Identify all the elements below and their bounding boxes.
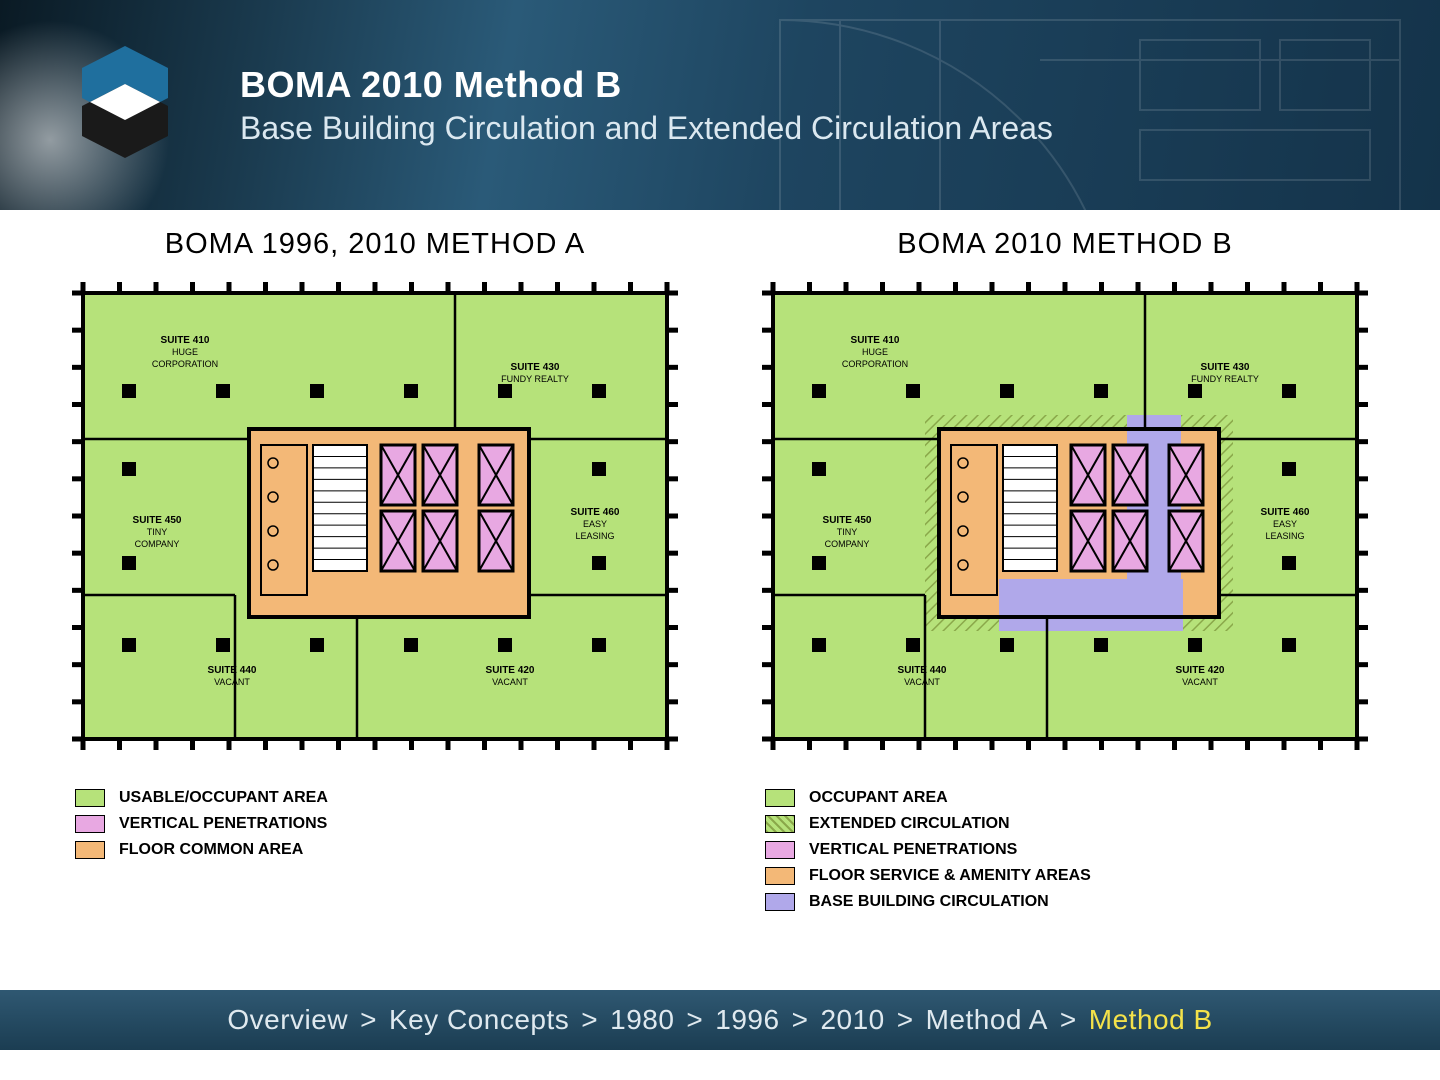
breadcrumb-sep: >: [792, 1004, 809, 1036]
legend-row: OCCUPANT AREA: [765, 789, 1091, 807]
svg-text:SUITE 440: SUITE 440: [208, 665, 257, 676]
svg-text:SUITE 410: SUITE 410: [851, 335, 900, 346]
svg-text:TINY: TINY: [837, 527, 858, 537]
breadcrumb-sep: >: [1060, 1004, 1077, 1036]
legend-row: FLOOR SERVICE & AMENITY AREAS: [765, 867, 1091, 885]
breadcrumb-sep: >: [686, 1004, 703, 1036]
panel-title-a: BOMA 1996, 2010 METHOD A: [165, 228, 586, 261]
svg-text:VACANT: VACANT: [214, 677, 250, 687]
legend-swatch: [75, 789, 105, 807]
svg-text:SUITE 450: SUITE 450: [823, 515, 872, 526]
legend-row: USABLE/OCCUPANT AREA: [75, 789, 328, 807]
svg-text:LEASING: LEASING: [1265, 531, 1304, 541]
legend-row: EXTENDED CIRCULATION: [765, 815, 1091, 833]
svg-text:HUGE: HUGE: [172, 347, 198, 357]
panel-method-b: BOMA 2010 METHOD B SUITE 410HUGE CORPORAT…: [745, 220, 1385, 990]
legend-label: FLOOR SERVICE & AMENITY AREAS: [809, 867, 1091, 885]
svg-text:HUGE: HUGE: [862, 347, 888, 357]
svg-text:VACANT: VACANT: [1182, 677, 1218, 687]
content-area: BOMA 1996, 2010 METHOD A SUITE 410HUGECO…: [0, 210, 1440, 990]
svg-text:CORPORATION: CORPORATION: [842, 359, 908, 369]
legend-row: VERTICAL PENETRATIONS: [75, 815, 328, 833]
svg-text:SUITE 460: SUITE 460: [1261, 507, 1310, 518]
svg-text:TINY: TINY: [147, 527, 168, 537]
legend-label: USABLE/OCCUPANT AREA: [119, 789, 328, 807]
breadcrumb-item[interactable]: Method B: [1089, 1004, 1213, 1036]
breadcrumb-sep: >: [360, 1004, 377, 1036]
legend-label: VERTICAL PENETRATIONS: [809, 841, 1017, 859]
legend-swatch: [765, 867, 795, 885]
legend-swatch: [765, 893, 795, 911]
svg-text:SUITE 440: SUITE 440: [898, 665, 947, 676]
breadcrumb: Overview > Key Concepts >1980 >1996 >2010 > Met…: [0, 990, 1440, 1050]
svg-text:SUITE 410: SUITE 410: [161, 335, 210, 346]
slide-subtitle: Base Building Circulation and Extended C…: [240, 110, 1053, 147]
svg-text:LEASING: LEASING: [575, 531, 614, 541]
boma-logo: [70, 40, 180, 170]
footer-spacer: [0, 1050, 1440, 1080]
floorplan-b: SUITE 410HUGE CORPORATION SUITE 430FUNDY R…: [755, 275, 1375, 775]
floorplan-a: SUITE 410HUGE CORPORATION SUITE 430FUNDY R…: [65, 275, 685, 775]
svg-text:SUITE 430: SUITE 430: [511, 362, 560, 373]
legend-swatch: [765, 815, 795, 833]
svg-text:SUITE 460: SUITE 460: [571, 507, 620, 518]
breadcrumb-item[interactable]: 2010: [820, 1004, 884, 1036]
legend-label: BASE BUILDING CIRCULATION: [809, 893, 1049, 911]
legend-label: OCCUPANT AREA: [809, 789, 948, 807]
svg-text:COMPANY: COMPANY: [135, 539, 180, 549]
svg-text:VACANT: VACANT: [904, 677, 940, 687]
legend-row: FLOOR COMMON AREA: [75, 841, 328, 859]
breadcrumb-item[interactable]: Method A: [926, 1004, 1048, 1036]
svg-text:SUITE 420: SUITE 420: [486, 665, 535, 676]
title-block: BOMA 2010 Method B Base Building Circula…: [240, 64, 1053, 147]
svg-text:VACANT: VACANT: [492, 677, 528, 687]
svg-text:CORPORATION: CORPORATION: [152, 359, 218, 369]
legend-swatch: [765, 841, 795, 859]
svg-text:EASY: EASY: [583, 519, 607, 529]
slide-header: BOMA 2010 Method B Base Building Circula…: [0, 0, 1440, 210]
legend-swatch: [765, 789, 795, 807]
breadcrumb-sep: >: [897, 1004, 914, 1036]
slide-title: BOMA 2010 Method B: [240, 64, 1053, 106]
svg-text:FUNDY REALTY: FUNDY REALTY: [1191, 374, 1259, 384]
svg-text:SUITE 430: SUITE 430: [1201, 362, 1250, 373]
svg-text:FUNDY REALTY: FUNDY REALTY: [501, 374, 569, 384]
svg-text:SUITE 420: SUITE 420: [1176, 665, 1225, 676]
legend-row: VERTICAL PENETRATIONS: [765, 841, 1091, 859]
legend-label: FLOOR COMMON AREA: [119, 841, 303, 859]
panel-title-b: BOMA 2010 METHOD B: [897, 228, 1233, 261]
panel-method-a: BOMA 1996, 2010 METHOD A SUITE 410HUGE CO…: [55, 220, 695, 990]
breadcrumb-sep: >: [581, 1004, 598, 1036]
svg-text:EASY: EASY: [1273, 519, 1297, 529]
breadcrumb-item[interactable]: 1980: [610, 1004, 674, 1036]
svg-text:COMPANY: COMPANY: [825, 539, 870, 549]
legend-b: OCCUPANT AREA EXTENDED CIRCULATION VERTICA…: [765, 789, 1091, 919]
breadcrumb-item[interactable]: Key Concepts: [389, 1004, 569, 1036]
breadcrumb-item[interactable]: 1996: [715, 1004, 779, 1036]
breadcrumb-item[interactable]: Overview: [227, 1004, 348, 1036]
legend-swatch: [75, 841, 105, 859]
svg-text:SUITE 450: SUITE 450: [133, 515, 182, 526]
legend-a: USABLE/OCCUPANT AREA VERTICAL PENETRATION…: [75, 789, 328, 867]
legend-label: EXTENDED CIRCULATION: [809, 815, 1010, 833]
legend-label: VERTICAL PENETRATIONS: [119, 815, 327, 833]
legend-swatch: [75, 815, 105, 833]
legend-row: BASE BUILDING CIRCULATION: [765, 893, 1091, 911]
